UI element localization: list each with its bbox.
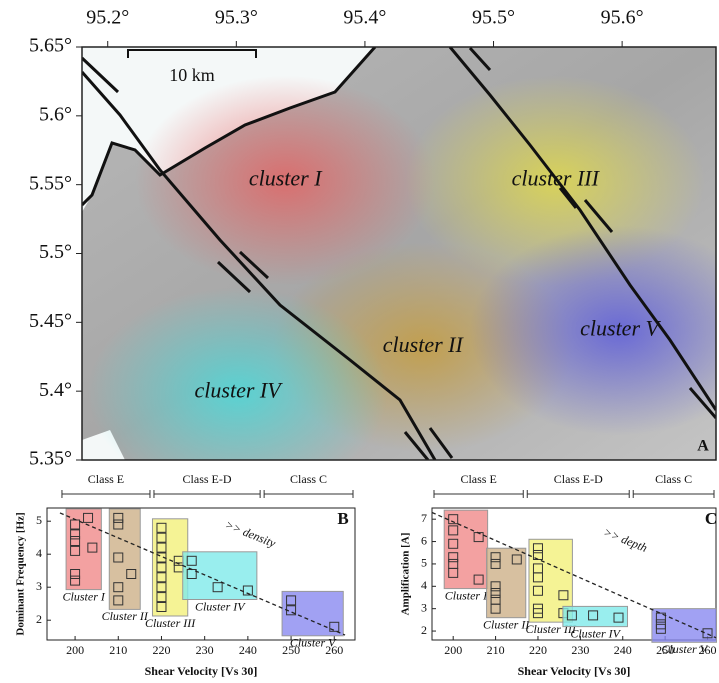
class-bracket — [434, 490, 523, 498]
y-tick-label: 2 — [36, 612, 42, 626]
cluster-label: cluster IV — [195, 378, 284, 403]
cluster-box — [282, 591, 343, 635]
cluster-label: Cluster III — [145, 616, 196, 630]
class-bracket — [154, 490, 260, 498]
x-tick-label: 95.6° — [601, 7, 644, 29]
cluster-label: Cluster IV — [195, 599, 246, 613]
y-axis-label: Dominant Frequency [Hz] — [15, 512, 27, 635]
x-axis-label: Shear Velocity [Vs 30] — [518, 664, 631, 678]
y-tick-label: 3 — [421, 600, 427, 614]
class-bracket — [633, 490, 714, 498]
x-tick-label: 230 — [571, 643, 589, 657]
x-tick-label: 200 — [444, 643, 462, 657]
class-label: Class C — [290, 472, 327, 486]
x-tick-label: 95.4° — [343, 7, 386, 29]
class-label: Class E — [460, 472, 496, 486]
cluster-label: cluster V — [580, 316, 661, 341]
cluster-label: Cluster IV — [570, 626, 621, 640]
y-tick-label: 5.35° — [29, 448, 72, 470]
y-tick-label: 5.6° — [39, 103, 72, 125]
y-tick-label: 5.45° — [29, 310, 72, 332]
cluster-label: Cluster I — [63, 589, 106, 603]
y-tick-label: 5 — [421, 556, 427, 570]
cluster-label: cluster II — [383, 332, 465, 357]
cluster-box — [444, 510, 487, 588]
y-tick-label: 6 — [421, 533, 427, 547]
class-label: Class E-D — [183, 472, 232, 486]
x-tick-label: 240 — [614, 643, 632, 657]
figure: 10 km 95.2° 95.3° 95.4° 95.5° 95.6° 5.35° 5.4°… — [0, 0, 719, 683]
y-tick-label: 4 — [36, 546, 42, 560]
cluster-box — [563, 606, 628, 626]
y-tick-label: 5.5° — [39, 241, 72, 263]
y-tick-label: 4 — [421, 578, 427, 592]
class-label: Class E-D — [554, 472, 603, 486]
cluster-label: Cluster II — [102, 609, 149, 623]
class-bracket — [264, 490, 353, 498]
class-label: Class E — [88, 472, 124, 486]
y-tick-label: 3 — [36, 579, 42, 593]
y-axis-label: Amplification [A] — [400, 533, 412, 616]
cluster-label: cluster I — [249, 166, 323, 191]
cluster-label: Cluster I — [445, 588, 488, 602]
x-tick-label: 95.3° — [215, 7, 258, 29]
cluster-box — [652, 609, 717, 643]
y-tick-label: 5.4° — [39, 379, 72, 401]
x-axis-label: Shear Velocity [Vs 30] — [145, 664, 258, 678]
y-tick-label: 7 — [421, 511, 427, 525]
cluster-label: Cluster V — [661, 642, 708, 656]
y-tick-label: 5 — [36, 513, 42, 527]
x-tick-label: 200 — [66, 643, 84, 657]
y-tick-label: 5.65° — [29, 35, 72, 57]
x-tick-label: 220 — [529, 643, 547, 657]
x-tick-label: 220 — [152, 643, 170, 657]
class-bracket — [527, 490, 629, 498]
x-tick-label: 240 — [239, 643, 257, 657]
cluster-label: Cluster II — [483, 617, 530, 631]
x-tick-label: 95.2° — [86, 7, 129, 29]
class-bracket — [62, 490, 150, 498]
panel-letter: C — [705, 509, 717, 528]
panel-letter: B — [337, 509, 348, 528]
y-tick-label: 2 — [421, 623, 427, 637]
cluster-label: cluster III — [512, 166, 601, 191]
x-tick-label: 95.5° — [472, 7, 515, 29]
map-area — [82, 47, 719, 498]
panel-letter: A — [697, 438, 709, 455]
class-label: Class C — [655, 472, 692, 486]
cluster-box — [487, 548, 526, 617]
cluster-label: Cluster V — [290, 636, 337, 650]
y-tick-label: 5.55° — [29, 172, 72, 194]
x-tick-label: 230 — [196, 643, 214, 657]
x-tick-label: 210 — [487, 643, 505, 657]
cluster-box — [183, 552, 257, 600]
x-tick-label: 210 — [109, 643, 127, 657]
scale-label: 10 km — [169, 65, 215, 85]
